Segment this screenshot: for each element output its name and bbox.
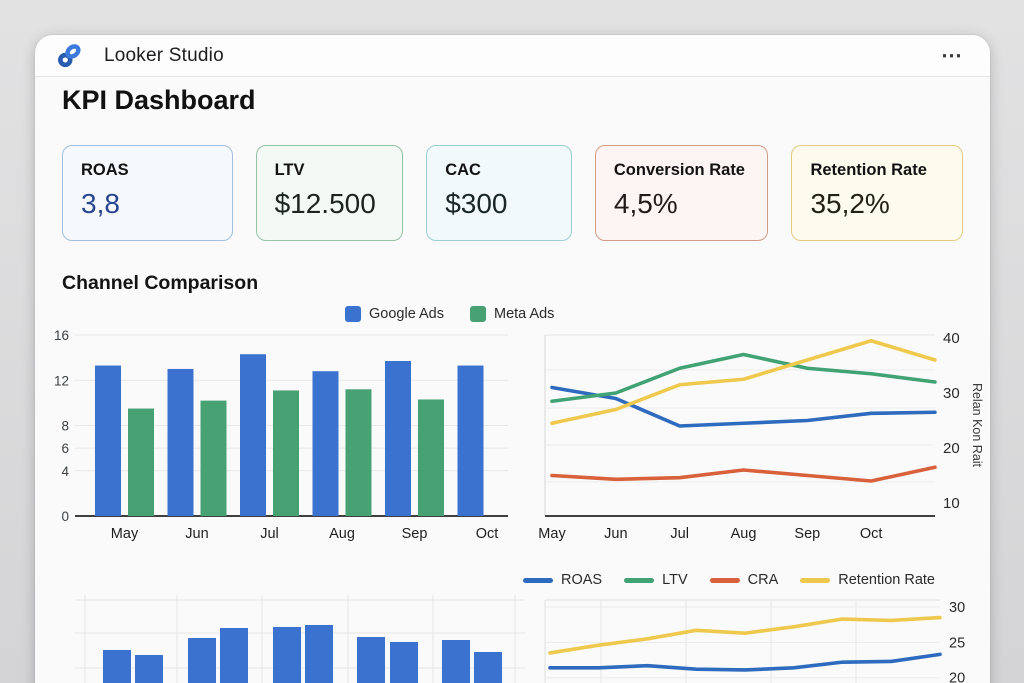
svg-text:Relan Kon Rait: Relan Kon Rait bbox=[970, 383, 984, 468]
svg-text:16: 16 bbox=[54, 328, 69, 343]
kpi-value: 3,8 bbox=[81, 188, 120, 219]
line-chart-legend: ROAS LTV CRA Retention Rate bbox=[523, 572, 935, 588]
kpi-card-retention-rate[interactable]: Retention Rate 35,2% bbox=[791, 145, 963, 241]
legend-label: LTV bbox=[662, 572, 688, 588]
kpi-card-conversion-rate[interactable]: Conversion Rate 4,5% bbox=[594, 145, 769, 241]
section-title-channel-comparison: Channel Comparison bbox=[62, 272, 259, 294]
svg-text:May: May bbox=[538, 526, 566, 542]
svg-text:6: 6 bbox=[61, 441, 69, 456]
legend-item-ltv[interactable]: LTV bbox=[624, 572, 688, 588]
kpi-label: ROAS bbox=[81, 161, 129, 179]
svg-text:Aug: Aug bbox=[329, 526, 355, 542]
bottom-bar-chart[interactable] bbox=[45, 591, 537, 683]
kpi-value: $300 bbox=[445, 188, 508, 219]
looker-studio-logo-icon bbox=[58, 44, 81, 68]
channel-comparison-bar-chart[interactable]: 16 12 8 6 4 0 May Jun Jul Aug Sep Oct bbox=[45, 325, 537, 581]
svg-text:20: 20 bbox=[949, 671, 965, 683]
kpi-row: ROAS 3,8 LTV $12.500 CAC $300 Conversion… bbox=[62, 145, 963, 241]
svg-text:30: 30 bbox=[943, 385, 960, 402]
svg-text:10: 10 bbox=[943, 495, 960, 512]
legend-swatch-icon bbox=[709, 577, 740, 583]
legend-swatch-icon bbox=[523, 577, 553, 583]
legend-swatch-icon bbox=[800, 577, 831, 583]
app-title: Looker Studio bbox=[104, 44, 224, 66]
svg-text:Jun: Jun bbox=[604, 526, 627, 542]
svg-text:20: 20 bbox=[943, 440, 960, 457]
legend-item-roas[interactable]: ROAS bbox=[523, 572, 602, 588]
legend-swatch-icon bbox=[624, 577, 655, 583]
kpi-value: 35,2% bbox=[810, 188, 890, 219]
page-title: KPI Dashboard bbox=[62, 85, 256, 115]
app-titlebar: Looker Studio ⋯ bbox=[35, 35, 990, 77]
legend-item-retention-rate[interactable]: Retention Rate bbox=[800, 572, 935, 588]
svg-text:40: 40 bbox=[943, 330, 960, 347]
legend-label: ROAS bbox=[561, 572, 603, 588]
kpi-card-roas[interactable]: ROAS 3,8 bbox=[62, 145, 233, 241]
svg-text:25: 25 bbox=[949, 635, 965, 651]
more-options-icon[interactable]: ⋯ bbox=[941, 43, 963, 67]
legend-item-cra[interactable]: CRA bbox=[709, 572, 779, 588]
looker-studio-window: Looker Studio ⋯ KPI Dashboard ROAS 3,8 L… bbox=[35, 35, 990, 683]
kpi-label: LTV bbox=[274, 161, 305, 179]
kpi-label: Conversion Rate bbox=[613, 161, 745, 179]
svg-text:Jul: Jul bbox=[260, 526, 279, 542]
svg-text:Aug: Aug bbox=[731, 526, 757, 542]
kpi-card-ltv[interactable]: LTV $12.500 bbox=[255, 145, 404, 241]
kpi-card-cac[interactable]: CAC $300 bbox=[426, 145, 572, 241]
svg-text:8: 8 bbox=[61, 419, 69, 434]
legend-label: CRA bbox=[747, 572, 779, 588]
svg-text:Jun: Jun bbox=[185, 526, 208, 542]
legend-item-meta-ads[interactable]: Meta Ads bbox=[469, 306, 555, 322]
svg-text:May: May bbox=[111, 526, 139, 542]
kpi-label: Retention Rate bbox=[810, 161, 927, 179]
kpi-value: $12.500 bbox=[274, 188, 376, 219]
kpi-value: 4,5% bbox=[613, 188, 678, 219]
legend-item-google-ads[interactable]: Google Ads bbox=[345, 306, 444, 322]
bar-chart-legend: Google Ads Meta Ads bbox=[345, 306, 554, 322]
svg-text:Sep: Sep bbox=[402, 526, 428, 542]
legend-label: Google Ads bbox=[369, 306, 444, 322]
legend-label: Meta Ads bbox=[493, 306, 555, 322]
svg-text:Oct: Oct bbox=[476, 526, 499, 542]
legend-swatch-icon bbox=[345, 306, 361, 322]
svg-text:4: 4 bbox=[61, 464, 69, 479]
kpi-label: CAC bbox=[445, 161, 481, 179]
svg-text:Sep: Sep bbox=[794, 526, 820, 542]
svg-text:12: 12 bbox=[54, 373, 69, 388]
legend-swatch-icon bbox=[469, 306, 486, 322]
svg-text:Jul: Jul bbox=[670, 526, 689, 542]
metrics-line-chart[interactable]: 40 30 20 10 Relan Kon Rait May Jun Jul Aug Sep Oct bbox=[533, 325, 990, 581]
svg-text:0: 0 bbox=[61, 509, 69, 524]
legend-label: Retention Rate bbox=[838, 572, 935, 588]
svg-text:30: 30 bbox=[949, 600, 965, 616]
svg-text:Oct: Oct bbox=[860, 526, 883, 542]
bottom-line-chart[interactable]: 30 25 20 bbox=[533, 591, 990, 683]
